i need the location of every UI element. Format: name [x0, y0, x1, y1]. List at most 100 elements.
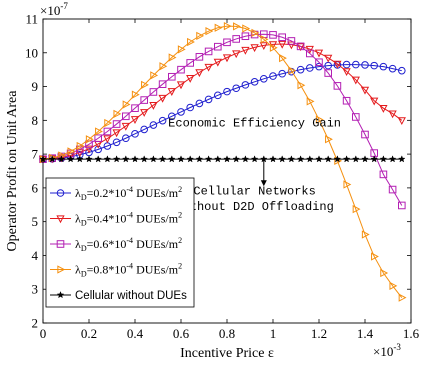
series-3-point — [306, 49, 314, 58]
series-4-point — [141, 80, 149, 89]
series-5-point — [167, 155, 176, 163]
series-2-point — [278, 40, 287, 49]
series-3-point — [241, 32, 250, 41]
series-2-point — [370, 97, 379, 106]
x-tick-label: 0.4 — [127, 326, 144, 341]
series-2-point — [121, 122, 130, 131]
series-3-point — [131, 104, 139, 112]
series-4-point — [297, 81, 306, 90]
series-5-point — [370, 155, 379, 163]
series-2-point — [112, 129, 121, 138]
series-1-point — [223, 87, 231, 96]
series-3-point — [214, 42, 222, 51]
series-4-point — [233, 22, 241, 31]
legend-label: λD=0.4*10-4 DUEs/m2 — [75, 211, 182, 228]
series-1-point — [158, 116, 167, 125]
series-5-point — [158, 155, 167, 163]
series-1-point — [195, 99, 204, 108]
series-2-point — [333, 60, 342, 69]
annotation-text: Economic Efficiency Gain — [168, 116, 341, 130]
series-5-point — [361, 155, 369, 163]
series-1-point — [149, 121, 158, 129]
legend-marker — [56, 189, 65, 197]
series-5-point — [305, 155, 314, 163]
series-2-point — [204, 63, 213, 72]
x-tick-label: 1.6 — [403, 326, 420, 341]
legend-marker — [56, 240, 65, 248]
series-4-point — [361, 230, 370, 239]
series-5-point — [287, 155, 296, 163]
series-1-point — [370, 61, 379, 70]
series-5-point — [177, 155, 185, 163]
series-1-point — [94, 145, 102, 154]
y-tick-label: 11 — [25, 12, 38, 27]
series-2-point — [213, 58, 222, 67]
series-4-point — [104, 118, 113, 128]
series-4-point — [269, 43, 278, 52]
series-2-point — [287, 41, 296, 50]
series-1-point — [241, 81, 250, 89]
series-2-point — [351, 76, 360, 85]
x-axis-label: Incentive Price ε — [180, 346, 274, 361]
series-5-point — [121, 155, 130, 163]
series-2-point — [167, 88, 176, 96]
series-5-point — [296, 155, 305, 163]
annotations: Economic Efficiency Gain Cellular Network… — [168, 116, 341, 213]
series-4 — [39, 21, 407, 302]
series-2-point — [130, 116, 140, 125]
series-3-point — [149, 88, 158, 96]
series-2-point — [149, 101, 158, 110]
series-2-point — [222, 54, 232, 63]
legend-box — [45, 177, 195, 308]
series-5-point — [66, 155, 75, 163]
series-2-point — [296, 43, 305, 52]
series-4-point — [279, 54, 287, 63]
series-3-point — [342, 96, 351, 105]
series-5-point — [324, 155, 333, 163]
series-2-point — [241, 46, 250, 55]
x-tick-label: 1.2 — [311, 326, 327, 341]
series-4-point — [343, 180, 352, 189]
series-4-point — [168, 53, 177, 62]
legend-marker — [56, 215, 65, 224]
series-4-point — [325, 135, 333, 144]
series-5-point — [315, 155, 323, 163]
series-3-point — [315, 58, 323, 67]
series-3-point — [204, 47, 213, 56]
series-1-point — [168, 112, 176, 121]
series-5-point — [388, 155, 397, 163]
series-3-point — [324, 69, 332, 77]
series-4-point — [85, 135, 94, 144]
series-2-point — [379, 105, 388, 113]
series-5-point — [48, 155, 57, 163]
x-tick-label: 0 — [40, 326, 47, 341]
series-1-point — [398, 66, 406, 75]
series-2-point — [103, 135, 112, 144]
y-tick-label: 10 — [25, 45, 38, 60]
series-4-point — [113, 109, 122, 119]
legend-label: λD=0.8*10-4 DUEs/m2 — [75, 262, 182, 279]
y-tick-label: 6 — [32, 180, 39, 195]
series-3-point — [398, 201, 406, 210]
series-4-point — [398, 293, 407, 302]
series-5-point — [250, 155, 259, 163]
series-5-point — [204, 155, 213, 163]
y-tick-label: 8 — [32, 113, 39, 128]
series-2-line — [42, 43, 403, 160]
series-4-point — [196, 31, 205, 41]
series-5-point — [195, 155, 204, 163]
series-1-point — [361, 61, 369, 69]
series-5-point — [149, 155, 158, 163]
series-3-point — [112, 120, 121, 128]
series-1-point — [204, 95, 213, 104]
series-5-point — [342, 155, 351, 163]
annotation-text: Without D2D Offloading — [175, 200, 333, 214]
series-5-point — [269, 155, 277, 163]
series-5-point — [94, 155, 103, 163]
series-4-point — [251, 28, 260, 37]
series-2-point — [195, 69, 204, 78]
series-1-point — [306, 64, 314, 72]
series-3-point — [352, 113, 360, 121]
series-4-point — [389, 281, 398, 290]
